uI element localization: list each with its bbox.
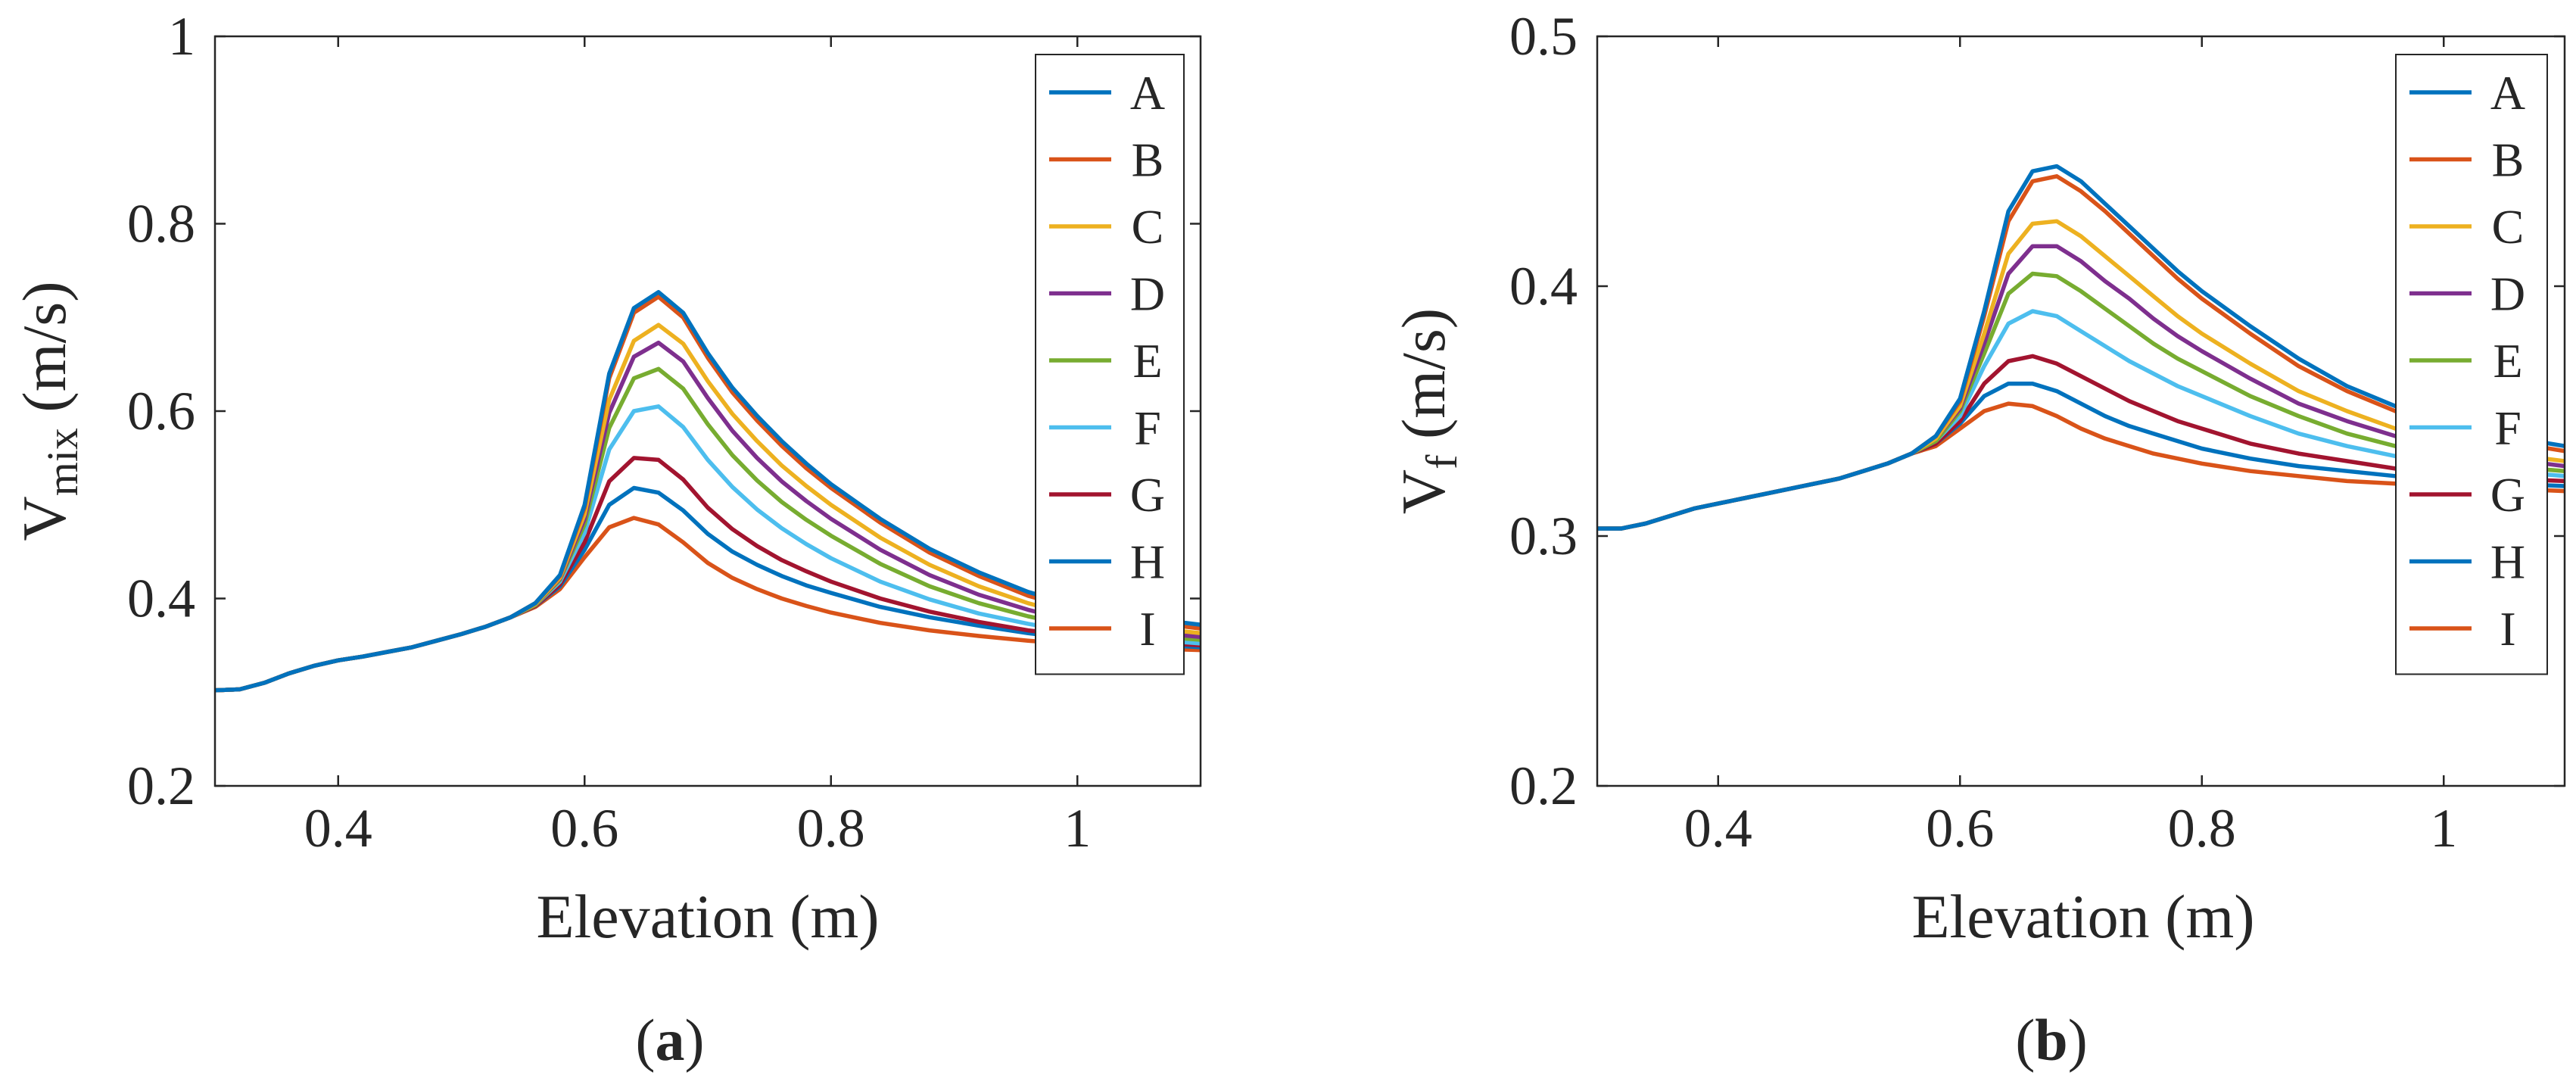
x-tick-label: 0.6 [1926, 798, 1994, 859]
series-line-a [1597, 164, 2565, 531]
y-tick-label: 0.8 [127, 194, 195, 254]
y-tick-label: 0.5 [1509, 6, 1578, 67]
ylabel-a: Vmix (m/s) [10, 281, 87, 541]
legend-label-c: C [2492, 200, 2525, 254]
legend-label-d: D [2490, 267, 2525, 321]
legend-label-f: F [2494, 401, 2521, 455]
y-tick-label: 0.2 [127, 756, 195, 816]
panel-label-a: (a) [636, 1007, 705, 1073]
legend-label-c: C [1132, 200, 1164, 254]
legend-label-h: H [2490, 535, 2525, 589]
legend-label-g: G [1130, 468, 1165, 522]
y-tick-label: 0.4 [127, 569, 195, 629]
ylabel-a-sub: mix [38, 428, 87, 496]
series-group-b [1597, 164, 2565, 531]
xlabel-a: Elevation (m) [536, 882, 879, 951]
legend-label-f: F [1134, 401, 1161, 455]
ylabel-b: Vf (m/s) [1389, 308, 1466, 514]
panel-a: 0.4 0.6 0.8 1 0.2 0.4 0.6 0.8 1 Elevation (m) Vm… [10, 6, 1202, 1073]
x-tick-label: 1 [1064, 798, 1091, 859]
legend-label-h: H [1130, 535, 1165, 589]
y-tick-label: 1 [168, 6, 195, 67]
y-tick-label: 0.2 [1509, 756, 1578, 816]
legend-label-i: I [2500, 602, 2515, 656]
panel-b: 0.4 0.6 0.8 1 0.2 0.3 0.4 0.5 Elevation (m) Vf … [1389, 6, 2566, 1073]
xlabel-b: Elevation (m) [1911, 882, 2254, 951]
ylabel-a-unit: (m/s) [10, 281, 79, 428]
y-tick-label: 0.3 [1509, 506, 1578, 566]
x-tick-label: 1 [2430, 798, 2457, 859]
legend-label-i: I [1139, 602, 1155, 656]
ylabel-b-sub: f [1417, 454, 1466, 469]
x-tick-label: 0.8 [2168, 798, 2236, 859]
x-tick-label: 0.4 [1684, 798, 1752, 859]
legend-label-e: E [1132, 334, 1162, 388]
ticks-a: 0.4 0.6 0.8 1 0.2 0.4 0.6 0.8 1 [127, 6, 1201, 859]
legend-label-b: B [1132, 133, 1164, 187]
ylabel-b-unit: (m/s) [1389, 308, 1458, 455]
y-tick-label: 0.4 [1509, 256, 1578, 316]
series-group-a [215, 290, 1201, 693]
panel-label-b: (b) [2015, 1007, 2087, 1073]
legend-label-g: G [2490, 468, 2525, 522]
y-tick-label: 0.6 [127, 381, 195, 441]
legend-label-a: A [1130, 66, 1165, 120]
ylabel-b-main: V [1389, 469, 1458, 514]
axes-box-b [1596, 35, 2566, 787]
x-tick-label: 0.8 [797, 798, 865, 859]
x-tick-label: 0.4 [304, 798, 372, 859]
x-tick-label: 0.6 [550, 798, 618, 859]
series-line-a [215, 290, 1201, 693]
ylabel-a-main: V [10, 496, 79, 541]
ticks-b: 0.4 0.6 0.8 1 0.2 0.3 0.4 0.5 [1509, 6, 2565, 859]
legend-label-b: B [2492, 133, 2525, 187]
legend-label-e: E [2493, 334, 2522, 388]
legend-label-a: A [2490, 66, 2525, 120]
legend-label-d: D [1130, 267, 1165, 321]
